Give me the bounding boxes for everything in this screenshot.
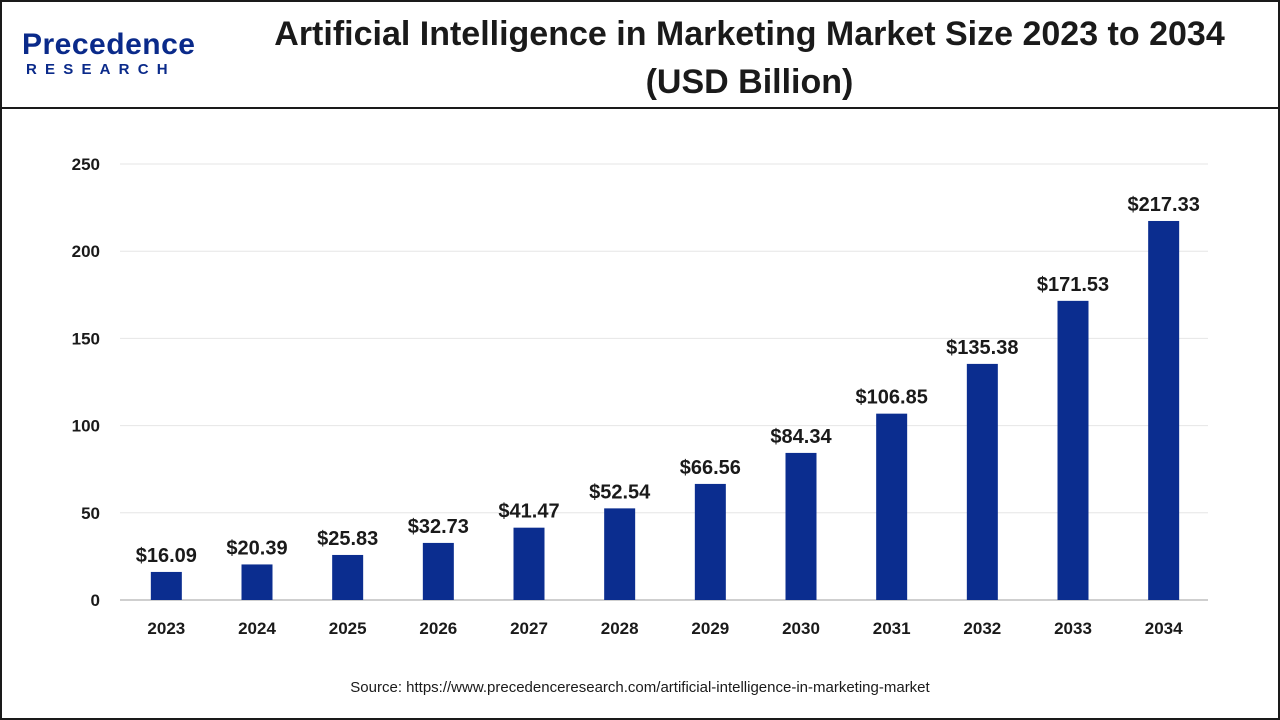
bar-data-label: $84.34 <box>770 426 832 448</box>
chart-title: Artificial Intelligence in Marketing Mar… <box>274 15 1225 101</box>
bar-data-label: $41.47 <box>498 501 559 523</box>
y-tick-label: 250 <box>72 155 100 174</box>
x-tick-label: 2029 <box>691 619 729 638</box>
bar-data-label: $16.09 <box>136 545 197 567</box>
x-tick-label: 2025 <box>329 619 367 638</box>
y-tick-label: 100 <box>72 417 100 436</box>
bar-data-label: $32.73 <box>408 516 469 538</box>
y-tick-label: 50 <box>81 504 100 523</box>
x-tick-label: 2033 <box>1054 619 1092 638</box>
x-tick-label: 2030 <box>782 619 820 638</box>
bar-data-label: $106.85 <box>856 387 928 409</box>
bar <box>241 564 273 600</box>
y-tick-label: 200 <box>72 242 100 261</box>
x-tick-label: 2031 <box>873 619 911 638</box>
bar <box>1148 220 1180 600</box>
bar-data-label: $66.56 <box>680 457 741 479</box>
bar <box>332 554 364 600</box>
bar-data-label: $135.38 <box>946 337 1018 359</box>
bar <box>150 571 182 600</box>
x-tick-label: 2024 <box>238 619 276 638</box>
bar <box>604 508 636 600</box>
y-tick-label: 150 <box>72 329 100 348</box>
logo-sub-text: RESEARCH <box>26 61 176 78</box>
x-tick-label: 2032 <box>963 619 1001 638</box>
bar-data-label: $171.53 <box>1037 274 1109 296</box>
header: Precedence RESEARCH Artificial Intellige… <box>2 2 1278 109</box>
source-note: Source: https://www.precedenceresearch.c… <box>350 679 930 696</box>
x-tick-label: 2028 <box>601 619 639 638</box>
bar <box>1057 300 1089 600</box>
bar <box>513 527 545 600</box>
precedence-research-logo: Precedence RESEARCH <box>22 28 222 88</box>
bar-data-label: $25.83 <box>317 528 378 550</box>
x-tick-label: 2023 <box>147 619 185 638</box>
bar-data-label: $20.39 <box>226 537 287 559</box>
bar-data-label: $52.54 <box>589 481 651 503</box>
bar-chart: 0 50 100 150 200 250 $16.09 2023 $20.39 2024 $25.8… <box>72 155 1208 638</box>
bar <box>694 483 726 600</box>
bar <box>876 413 908 600</box>
bar <box>422 542 454 600</box>
x-tick-label: 2034 <box>1145 619 1183 638</box>
x-tick-label: 2026 <box>419 619 457 638</box>
bar <box>785 452 817 600</box>
x-tick-label: 2027 <box>510 619 548 638</box>
logo-main-text: Precedence <box>22 28 196 61</box>
bar-data-label: $217.33 <box>1128 194 1200 216</box>
bar <box>966 363 998 600</box>
y-tick-label: 0 <box>91 591 100 610</box>
